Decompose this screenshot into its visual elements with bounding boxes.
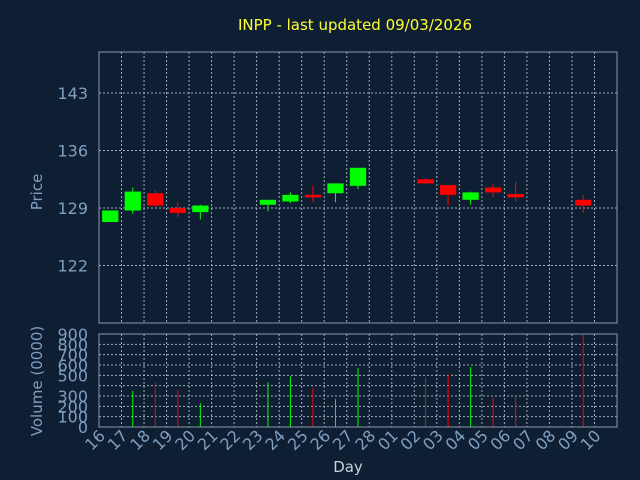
volume-tick-label: 200 — [57, 397, 88, 416]
candle-body — [282, 194, 299, 202]
volume-tick-label: 700 — [57, 346, 88, 365]
day-tick-labels: 1617181920212223242526272801020304050607… — [81, 426, 604, 454]
candle-body — [439, 185, 457, 195]
volume-tick-label: 800 — [57, 335, 88, 354]
candle-body — [507, 194, 524, 198]
volume-frame — [98, 333, 618, 428]
volume-tick-label: 600 — [57, 356, 88, 375]
day-axis-label: Day — [333, 458, 363, 476]
price-tick-label: 122 — [57, 257, 88, 276]
volume-tick-label: 500 — [57, 366, 88, 385]
price-frame — [98, 51, 618, 324]
price-panel: 122 129 136 143 — [57, 51, 618, 324]
volume-tick-label: 900 — [57, 325, 88, 344]
price-axis-label: Price — [28, 174, 46, 211]
candle-body — [147, 193, 164, 206]
day-tick-label: 10 — [577, 426, 605, 454]
volume-tick-label: 300 — [57, 387, 88, 406]
candle-body — [462, 192, 479, 200]
volume-tick-label: 100 — [57, 408, 88, 427]
price-tick-label: 129 — [57, 199, 88, 218]
candle-body — [259, 199, 277, 205]
price-tick-label: 143 — [57, 84, 88, 103]
candle-body — [327, 183, 344, 194]
price-tick-label: 136 — [57, 142, 88, 161]
candle-body — [349, 167, 367, 186]
candle-body — [192, 205, 209, 213]
candle-body — [169, 208, 186, 213]
candle-body — [485, 187, 502, 193]
volume-axis-label: Volume (0000) — [28, 326, 46, 436]
chart-title: INPP - last updated 09/03/2026 — [238, 16, 472, 34]
candle-body — [304, 194, 322, 198]
candle-body — [575, 199, 592, 206]
candle-body — [102, 210, 119, 222]
candle-body — [124, 191, 141, 211]
candle-body — [417, 179, 434, 184]
volume-tick-label: 0 — [78, 418, 88, 437]
